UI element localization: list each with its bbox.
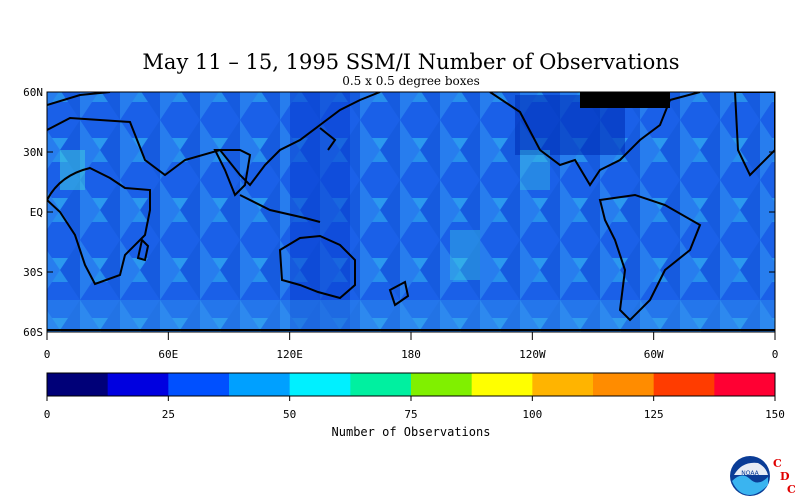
colorbar-tick-label: 25 [162,408,175,421]
map-subtitle: 0.5 x 0.5 degree boxes [342,74,480,88]
colorbar-tick-label: 50 [283,408,296,421]
new-zealand-outline [388,280,410,307]
greenland-outline [733,92,775,177]
continent-outlines [47,92,775,331]
cdc-letter-3: C [787,483,796,496]
lat-label: EQ [30,206,43,219]
cdc-letter-1: C [773,457,782,470]
eurasia-outline [47,92,381,187]
lon-label: 0 [772,348,779,361]
lon-label: 0 [44,348,51,361]
noaa-text: NOAA [741,470,759,477]
colorbar-swatch [350,373,412,396]
africa-outline [47,166,151,286]
australia-outline [278,234,356,300]
colorbar-swatch [168,373,230,396]
observation-variations [47,92,775,332]
south-america-outline [598,193,702,322]
colorbar-tick-label: 75 [404,408,417,421]
longitude-ticks: 0 60E 120E 180 120W 60W 0 [44,332,779,361]
japan-outline [319,127,337,151]
lon-label: 120W [519,348,546,361]
lon-label: 60W [644,348,664,361]
observation-field [47,92,775,332]
colorbar-swatch [47,373,109,396]
lat-label: 30N [23,146,43,159]
europe-north-outline [47,92,111,106]
cdc-letter-2: D [780,470,790,483]
colorbar-swatch [653,373,715,396]
colorbar-swatch [471,373,533,396]
colorbar-swatch [411,373,473,396]
colorbar-swatch [714,373,776,396]
colorbar-tick-label: 150 [765,408,785,421]
lon-label: 120E [276,348,303,361]
colorbar-tick-label: 0 [44,408,51,421]
map-title: May 11 – 15, 1995 SSM/I Number of Observ… [142,50,680,74]
colorbar-label: Number of Observations [331,425,491,439]
noaa-cdc-logo: NOAA C D C [730,456,796,496]
lat-label: 30S [23,266,43,279]
colorbar-tick-label: 125 [644,408,664,421]
colorbar-swatch [229,373,291,396]
madagascar-outline [136,238,150,262]
india-outline [213,149,252,197]
lat-label: 60S [23,326,43,339]
north-america-outline [489,92,701,187]
colorbar: 0 25 50 75 100 125 150 [44,372,785,421]
lon-label: 180 [401,348,421,361]
colorbar-tick-label: 100 [522,408,542,421]
colorbar-swatch [532,373,594,396]
indonesia-outline [239,194,321,223]
latitude-ticks: 60N 30N EQ 30S 60S [23,86,775,339]
colorbar-swatch [107,373,169,396]
colorbar-swatch [593,373,655,396]
lon-label: 60E [158,348,178,361]
lat-label: 60N [23,86,43,99]
colorbar-swatch [289,373,351,396]
